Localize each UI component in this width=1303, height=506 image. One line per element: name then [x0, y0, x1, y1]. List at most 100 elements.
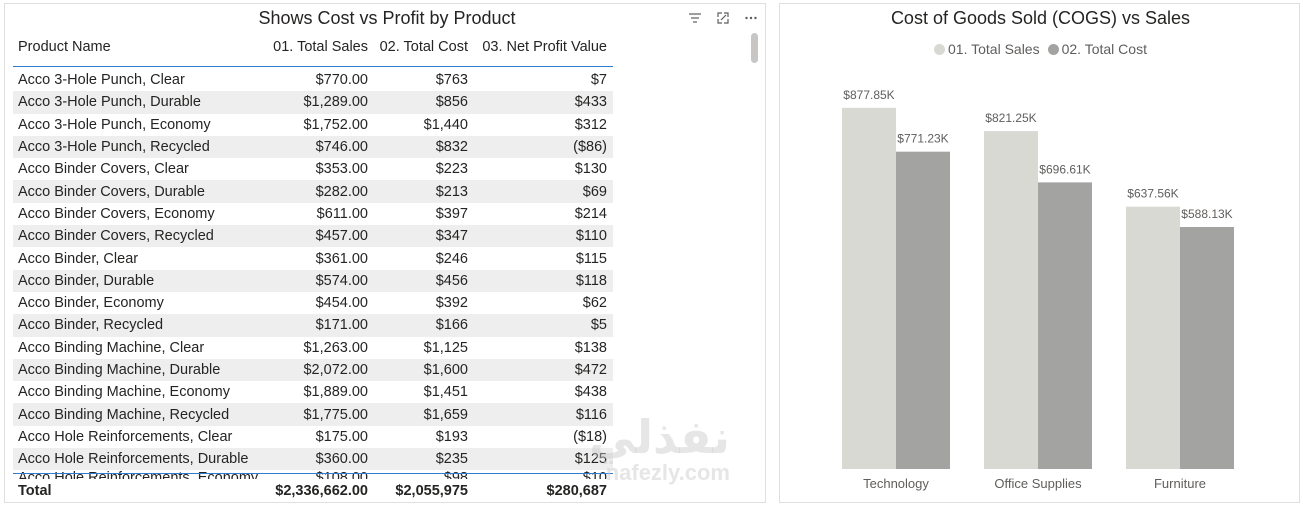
- cell-total-cost: $213: [435, 183, 468, 200]
- cell-total-cost: $1,659: [423, 406, 468, 423]
- bar-chart: $877.85K $771.23K Technology $821.25K $696.6…: [842, 88, 1234, 491]
- cell-net-profit: ($86): [573, 139, 607, 156]
- cell-total-cost: $223: [435, 161, 468, 178]
- cell-total-sales: $746.00: [315, 139, 368, 156]
- total-sales-value: $2,336,662.00: [275, 483, 368, 499]
- bar-cost-0[interactable]: [896, 151, 950, 469]
- table-row[interactable]: Acco Binding Machine, Durable $2,072.00 $1…: [13, 358, 613, 382]
- cell-total-sales: $1,263.00: [303, 339, 368, 356]
- cell-product-name: Acco Binder, Clear: [18, 250, 139, 267]
- legend-item-total-cost[interactable]: 02. Total Cost: [1047, 41, 1147, 57]
- table-row[interactable]: Acco Binder Covers, Recycled $457.00 $347 $…: [13, 225, 613, 248]
- data-label: $696.61K: [1039, 162, 1090, 176]
- cell-total-sales: $171.00: [315, 317, 368, 334]
- x-axis-tick-label: Furniture: [1154, 476, 1206, 491]
- cell-total-sales: $1,775.00: [303, 406, 368, 423]
- cell-net-profit: $125: [574, 451, 607, 468]
- cell-total-cost: $392: [435, 295, 468, 312]
- table-row[interactable]: Acco Binding Machine, Recycled $1,775.00 $…: [13, 403, 613, 426]
- cell-total-sales: $361.00: [315, 250, 368, 267]
- table-visual[interactable]: Shows Cost vs Profit by Product Product …: [4, 3, 766, 503]
- column-header-total-cost[interactable]: 02. Total Cost: [379, 39, 468, 55]
- column-header-product-name[interactable]: Product Name: [13, 33, 261, 55]
- cell-product-name: Acco 3-Hole Punch, Recycled: [18, 139, 210, 156]
- bar-cost-2[interactable]: [1180, 227, 1234, 469]
- cell-product-name: Acco Binder Covers, Economy: [18, 205, 215, 222]
- cell-net-profit: $472: [574, 362, 607, 378]
- vertical-scrollbar[interactable]: [751, 33, 758, 63]
- table-row[interactable]: Acco Binder, Clear $361.00 $246 $115: [13, 247, 613, 269]
- cell-product-name: Acco Binder, Durable: [18, 272, 155, 289]
- more-options-icon[interactable]: [743, 10, 759, 26]
- total-profit-value: $280,687: [546, 483, 607, 499]
- cell-total-cost: $397: [435, 205, 468, 222]
- cell-product-name: Acco Binding Machine, Clear: [18, 339, 205, 356]
- data-label: $588.13K: [1181, 207, 1232, 221]
- column-header-net-profit[interactable]: 03. Net Profit Value: [482, 39, 607, 55]
- chart-visual[interactable]: Cost of Goods Sold (COGS) vs Sales 01. T…: [779, 3, 1300, 503]
- legend-item-total-sales[interactable]: 01. Total Sales: [934, 41, 1040, 57]
- table-row[interactable]: Acco Binder Covers, Durable $282.00 $213 $6…: [13, 180, 613, 203]
- cell-net-profit: $433: [574, 94, 607, 111]
- cell-total-cost: $763: [435, 72, 468, 89]
- focus-mode-icon[interactable]: [715, 10, 731, 26]
- cell-net-profit: ($18): [573, 428, 607, 445]
- bar-sales-1[interactable]: [984, 131, 1038, 469]
- table-row[interactable]: Acco Binder, Economy $454.00 $392 $62: [13, 292, 613, 314]
- cell-net-profit: $69: [582, 183, 607, 200]
- legend-dot-cost-icon: [1047, 43, 1059, 55]
- cell-total-sales: $454.00: [315, 295, 368, 312]
- table-title: Shows Cost vs Profit by Product: [258, 8, 516, 28]
- data-table: Product Name 01. Total Sales 02. Total C…: [13, 33, 613, 499]
- table-row[interactable]: Acco Binding Machine, Economy $1,889.00 $1…: [13, 381, 613, 403]
- cell-net-profit: $5: [590, 317, 607, 334]
- filter-icon[interactable]: [687, 10, 703, 26]
- total-label: Total: [18, 483, 52, 499]
- cell-total-sales: $574.00: [315, 272, 368, 289]
- column-header-total-sales[interactable]: 01. Total Sales: [273, 39, 368, 55]
- cell-total-cost: $347: [435, 228, 468, 245]
- data-label: $877.85K: [843, 88, 894, 102]
- visual-header: [687, 10, 759, 26]
- cell-total-cost: $456: [435, 272, 468, 289]
- table-row[interactable]: Acco 3-Hole Punch, Economy $1,752.00 $1,44…: [13, 114, 613, 136]
- cell-total-cost: $856: [435, 94, 468, 111]
- table-row[interactable]: Acco Binder Covers, Clear $353.00 $223 $130: [13, 158, 613, 180]
- cell-net-profit: $312: [574, 116, 607, 133]
- cell-product-name: Acco Binder Covers, Recycled: [18, 228, 214, 245]
- table-row[interactable]: Acco Hole Reinforcements, Economy $108.00…: [13, 470, 613, 479]
- cell-product-name: Acco Binding Machine, Economy: [18, 384, 230, 401]
- table-row[interactable]: Acco Hole Reinforcements, Clear $175.00 $1…: [13, 426, 613, 448]
- bar-sales-2[interactable]: [1126, 206, 1180, 469]
- table-row[interactable]: Acco Binder Covers, Economy $611.00 $397 $2…: [13, 203, 613, 225]
- table-row[interactable]: Acco Hole Reinforcements, Durable $360.00…: [13, 448, 613, 471]
- legend-dot-sales-icon: [934, 43, 946, 55]
- total-cost-value: $2,055,975: [395, 483, 468, 499]
- cell-total-cost: $832: [435, 139, 468, 156]
- table-total-row: Total $2,336,662.00 $2,055,975 $280,687: [13, 473, 613, 503]
- table-row[interactable]: Acco Binder, Durable $574.00 $456 $118: [13, 269, 613, 292]
- table-row[interactable]: Acco Binding Machine, Clear $1,263.00 $1,1…: [13, 337, 613, 359]
- table-row[interactable]: Acco 3-Hole Punch, Durable $1,289.00 $856 $…: [13, 91, 613, 114]
- cell-total-cost: $1,440: [423, 116, 468, 133]
- table-row[interactable]: Acco Binder, Recycled $171.00 $166 $5: [13, 314, 613, 337]
- cell-total-sales: $1,289.00: [303, 94, 368, 111]
- cell-product-name: Acco Hole Reinforcements, Durable: [18, 451, 249, 468]
- cell-total-sales: $770.00: [315, 72, 368, 89]
- cell-total-sales: $2,072.00: [303, 362, 368, 378]
- bar-sales-0[interactable]: [842, 107, 896, 469]
- legend-label-total-sales: 01. Total Sales: [948, 41, 1040, 57]
- cell-net-profit: $62: [582, 295, 607, 312]
- cell-total-sales: $611.00: [316, 205, 368, 222]
- table-row[interactable]: Acco 3-Hole Punch, Clear $770.00 $763 $7: [13, 69, 613, 91]
- cell-net-profit: $214: [574, 205, 607, 222]
- table-header-row: Product Name 01. Total Sales 02. Total C…: [13, 33, 613, 67]
- cell-total-cost: $166: [435, 317, 468, 334]
- cell-total-cost: $1,125: [423, 339, 468, 356]
- cell-net-profit: $138: [574, 339, 607, 356]
- table-row[interactable]: Acco 3-Hole Punch, Recycled $746.00 $832 ($…: [13, 135, 613, 159]
- table-body: Acco 3-Hole Punch, Clear $770.00 $763 $7 Acc…: [13, 67, 613, 479]
- data-label: $637.56K: [1127, 187, 1178, 201]
- cell-net-profit: $118: [575, 272, 607, 289]
- bar-cost-1[interactable]: [1038, 182, 1092, 469]
